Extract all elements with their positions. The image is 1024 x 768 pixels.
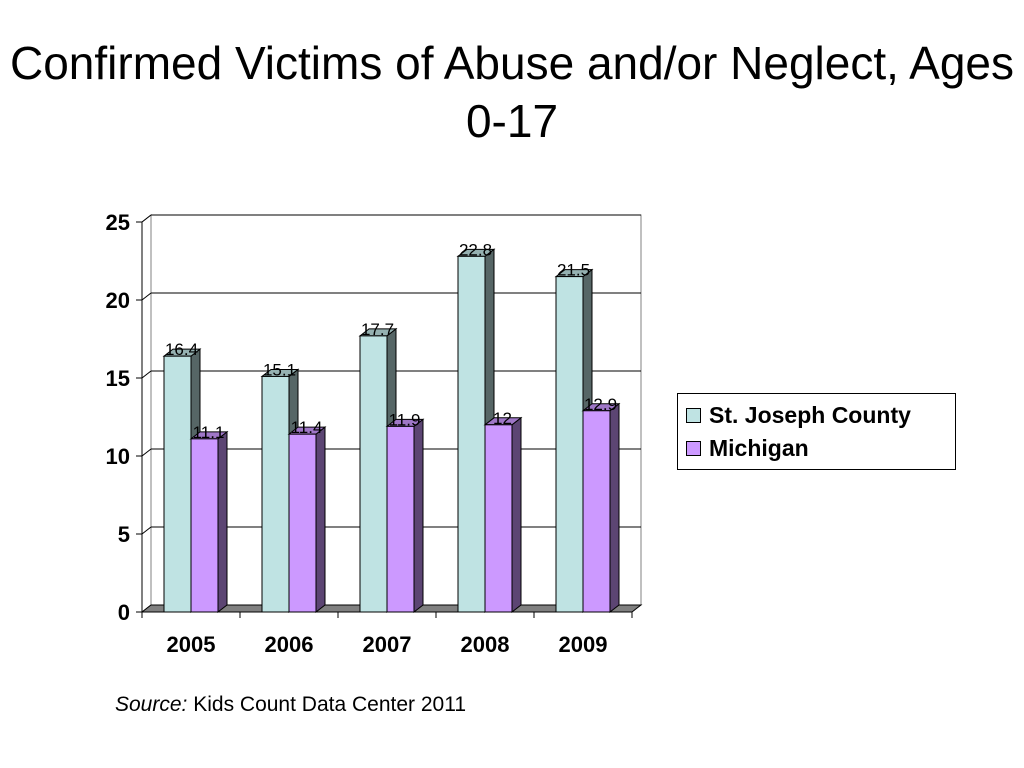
legend-swatch-st-joseph-county [686, 407, 701, 423]
bar-michigan-2005-side [217, 430, 228, 614]
slide-title: Confirmed Victims of Abuse and/or Neglec… [9, 37, 1014, 147]
bar-michigan-2008-side [511, 416, 522, 614]
gridline-side [141, 292, 152, 301]
legend-item-st-joseph-county: St. Joseph County [686, 401, 911, 429]
y-tick-label: 15 [106, 366, 130, 391]
x-tick-label: 2008 [461, 632, 510, 657]
bar-michigan-2007 [386, 425, 415, 613]
y-tick-label: 0 [118, 600, 130, 625]
x-tick-label: 2009 [559, 632, 608, 657]
source-note: Source: Kids Count Data Center 2011 [115, 692, 466, 718]
legend-label-michigan: Michigan [709, 434, 809, 461]
gridline-side [141, 370, 152, 379]
bar-michigan-2008 [484, 424, 513, 613]
chart-legend: St. Joseph County Michigan [677, 393, 956, 470]
bar-st-joseph-county-2006 [261, 375, 290, 613]
source-label: Source: [115, 693, 188, 716]
source-text: Kids Count Data Center 2011 [193, 693, 466, 716]
legend-swatch-michigan [686, 440, 701, 456]
bar-st-joseph-county-2005 [163, 355, 192, 613]
data-label: 17.7 [361, 320, 394, 339]
gridline-side [141, 526, 152, 535]
bar-michigan-2009-side [609, 402, 620, 614]
bar-st-joseph-county-2007 [359, 335, 388, 613]
gridline-side [141, 448, 152, 457]
y-tick-label: 20 [106, 288, 130, 313]
y-axis: 0 5 10 15 20 25 [106, 210, 143, 625]
bar-michigan-2009 [582, 410, 611, 613]
data-label: 15.1 [263, 360, 296, 379]
data-label: 11.1 [193, 423, 225, 442]
x-tick-label: 2006 [265, 632, 314, 657]
data-label: 21.5 [557, 261, 590, 280]
data-label: 22.8 [459, 240, 492, 259]
x-tick-label: 2007 [363, 632, 412, 657]
y-tick-label: 5 [118, 522, 130, 547]
bar-michigan-2006-side [315, 426, 326, 614]
bar-st-joseph-county-2008 [457, 255, 486, 613]
legend-item-michigan: Michigan [686, 434, 809, 462]
y-tick-label: 10 [106, 444, 130, 469]
chart-data-labels: 16.4 11.1 15.1 11.4 17.7 11.9 22.8 12 21.5 12.9 [165, 240, 617, 442]
bar-michigan-2005 [190, 438, 219, 613]
y-tick-label: 25 [106, 210, 130, 235]
x-axis: 2005 2006 2007 2008 2009 [141, 611, 633, 657]
bar-michigan-2006 [288, 433, 317, 613]
data-label: 12 [493, 409, 512, 428]
x-tick-label: 2005 [167, 632, 216, 657]
data-label: 11.9 [389, 410, 421, 429]
bar-michigan-2007-side [413, 418, 424, 614]
legend-label-st-joseph-county: St. Joseph County [709, 401, 911, 428]
chart-side-wall [141, 213, 152, 614]
data-label: 11.4 [291, 418, 323, 437]
bar-st-joseph-county-2009 [555, 276, 584, 613]
gridline-side [141, 214, 152, 223]
data-label: 16.4 [165, 340, 198, 359]
data-label: 12.9 [584, 395, 617, 414]
